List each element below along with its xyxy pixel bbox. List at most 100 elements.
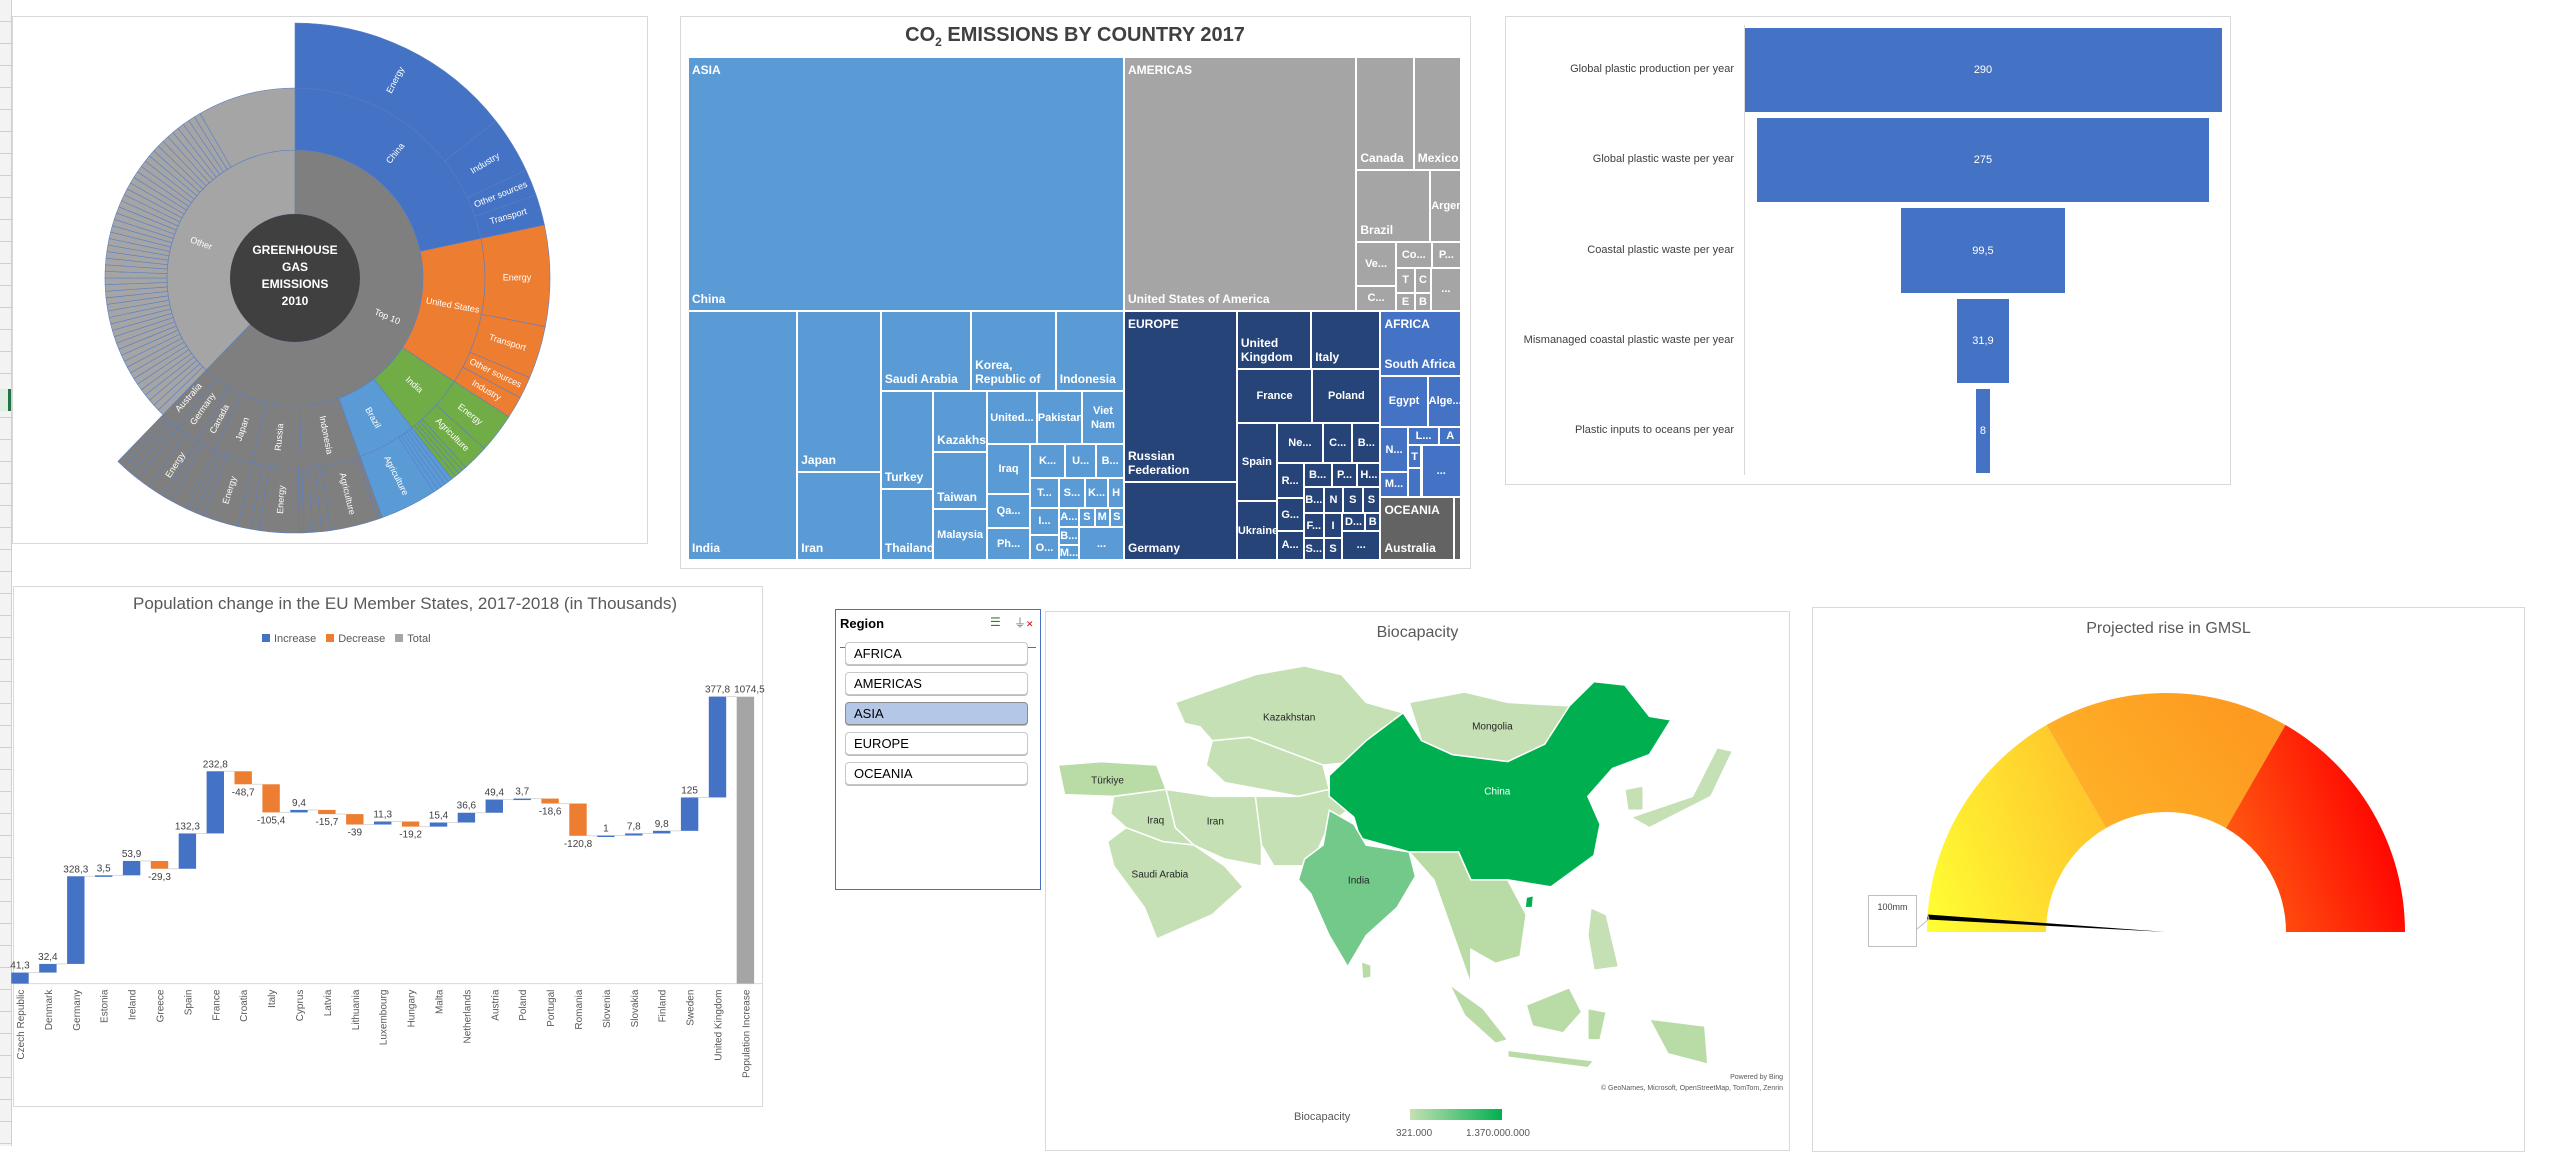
- treemap-cell[interactable]: EUROPE Russian Federation: [1123, 310, 1237, 482]
- treemap-cell[interactable]: OCEANIA Australia: [1380, 496, 1454, 560]
- treemap-cell[interactable]: B...: [1352, 422, 1381, 463]
- funnel-bar[interactable]: 8: [1976, 389, 1990, 473]
- treemap-cell[interactable]: Kazakhstan: [933, 391, 988, 452]
- treemap-cell[interactable]: S: [1324, 538, 1342, 560]
- treemap-cell[interactable]: Indonesia: [1055, 310, 1124, 392]
- waterfall-bar[interactable]: [262, 784, 280, 813]
- treemap-cell[interactable]: Thailand: [880, 489, 934, 560]
- treemap-cell[interactable]: F...: [1303, 513, 1325, 538]
- treemap-cell[interactable]: S: [1362, 486, 1381, 514]
- waterfall-bar[interactable]: [67, 876, 85, 964]
- slicer-item-americas[interactable]: AMERICAS: [845, 672, 1028, 695]
- treemap-cell[interactable]: [1407, 468, 1422, 497]
- waterfall-bar[interactable]: [625, 833, 643, 836]
- funnel-bar[interactable]: 99,5: [1901, 208, 2065, 293]
- map-region-java[interactable]: [1508, 1050, 1594, 1067]
- treemap-cell[interactable]: H...: [1357, 462, 1381, 487]
- map-region-sumatra[interactable]: [1449, 984, 1507, 1043]
- treemap-cell[interactable]: Argentina: [1430, 169, 1461, 243]
- waterfall-bar[interactable]: [178, 833, 197, 869]
- treemap-cell[interactable]: S...: [1303, 538, 1325, 560]
- waterfall-bar[interactable]: [736, 696, 755, 984]
- treemap-cell[interactable]: M...: [1058, 545, 1079, 560]
- treemap-cell[interactable]: B: [1415, 292, 1431, 311]
- treemap-cell[interactable]: O...: [1030, 535, 1059, 560]
- waterfall-bar[interactable]: [206, 771, 224, 834]
- treemap-cell[interactable]: U...: [1065, 443, 1097, 479]
- waterfall-bar[interactable]: [374, 821, 392, 825]
- treemap-cell[interactable]: ...: [1341, 530, 1381, 560]
- treemap-cell[interactable]: T: [1407, 445, 1422, 469]
- treemap-cell[interactable]: ...: [1421, 445, 1461, 497]
- treemap-cell[interactable]: P...: [1331, 462, 1358, 487]
- treemap-cell[interactable]: R...: [1276, 462, 1304, 499]
- treemap-cell[interactable]: Iraq: [987, 443, 1031, 495]
- map-region-sri-lanka[interactable]: [1361, 962, 1371, 979]
- treemap-cell[interactable]: Turkey: [880, 391, 934, 490]
- treemap-cell[interactable]: Korea, Republic of: [971, 310, 1056, 392]
- treemap-cell[interactable]: S...: [1058, 478, 1085, 508]
- treemap-cell[interactable]: B...: [1303, 462, 1332, 487]
- waterfall-bar[interactable]: [569, 803, 587, 836]
- treemap-cell[interactable]: G...: [1276, 498, 1304, 531]
- treemap-cell[interactable]: E: [1395, 292, 1416, 311]
- treemap-cell[interactable]: Ve...: [1356, 242, 1396, 286]
- treemap-cell[interactable]: AMERICAS United States of America: [1123, 57, 1357, 311]
- treemap-cell[interactable]: Ukraine: [1236, 501, 1277, 560]
- treemap-cell[interactable]: M: [1094, 507, 1110, 528]
- biocapacity-map-chart[interactable]: Biocapacity Kazakhstan Mongolia China Türki…: [1045, 611, 1790, 1151]
- waterfall-bar[interactable]: [708, 696, 727, 798]
- funnel-bar[interactable]: 275: [1756, 118, 2210, 202]
- treemap-cell[interactable]: I...: [1030, 507, 1059, 536]
- treemap-cell[interactable]: S: [1343, 486, 1363, 514]
- sector-segment[interactable]: [117, 414, 169, 468]
- treemap-cell[interactable]: N: [1324, 486, 1343, 514]
- treemap-cell[interactable]: India: [688, 310, 798, 560]
- treemap-cell[interactable]: Ph...: [987, 527, 1031, 560]
- waterfall-bar[interactable]: [429, 822, 448, 827]
- treemap-cell[interactable]: I: [1324, 513, 1342, 538]
- treemap-cell[interactable]: B: [1365, 513, 1381, 531]
- row-header-strip[interactable]: [0, 0, 12, 1146]
- treemap-cell[interactable]: S: [1109, 507, 1124, 528]
- funnel-bar[interactable]: 290: [1744, 28, 2222, 112]
- treemap-cell[interactable]: D...: [1341, 513, 1366, 531]
- treemap-cell[interactable]: ...: [1430, 268, 1461, 311]
- treemap-cell[interactable]: B...: [1303, 486, 1325, 514]
- slicer-item-asia[interactable]: ASIA: [845, 702, 1028, 725]
- treemap-cell[interactable]: United Kingdom: [1236, 310, 1312, 370]
- waterfall-bar[interactable]: [485, 799, 503, 813]
- clear-filter-icon[interactable]: ⏚✕: [1014, 616, 1034, 630]
- waterfall-bar[interactable]: [150, 860, 169, 869]
- map-region-borneo[interactable]: [1526, 988, 1581, 1033]
- waterfall-bar[interactable]: [318, 809, 336, 815]
- treemap-cell[interactable]: Co...: [1395, 242, 1432, 268]
- treemap-cell[interactable]: Mexico: [1413, 57, 1461, 170]
- waterfall-bar[interactable]: [346, 814, 364, 825]
- treemap-cell[interactable]: Poland: [1312, 369, 1381, 423]
- treemap-cell[interactable]: [1453, 496, 1461, 560]
- waterfall-bar[interactable]: [513, 798, 531, 801]
- treemap-cell[interactable]: Spain: [1236, 422, 1277, 502]
- treemap-cell[interactable]: Taiwan: [933, 451, 988, 510]
- slicer-item-africa[interactable]: AFRICA: [845, 642, 1028, 665]
- treemap-cell[interactable]: Qa...: [987, 494, 1031, 528]
- treemap-cell[interactable]: Germany: [1123, 481, 1237, 560]
- treemap-cell[interactable]: B...: [1096, 443, 1124, 479]
- slicer-item-europe[interactable]: EUROPE: [845, 732, 1028, 755]
- treemap-cell[interactable]: Alge...: [1427, 375, 1461, 427]
- funnel-bar[interactable]: 31,9: [1956, 299, 2010, 383]
- treemap-cell[interactable]: Ne...: [1276, 422, 1323, 463]
- treemap-cell[interactable]: ASIA China: [688, 57, 1124, 311]
- treemap-cell[interactable]: S: [1078, 507, 1095, 528]
- treemap-cell[interactable]: Iran: [797, 472, 881, 560]
- map-region-sulawesi[interactable]: [1588, 1009, 1606, 1040]
- map-region-india[interactable]: [1298, 810, 1415, 967]
- treemap-cell[interactable]: Pakistan: [1036, 391, 1082, 444]
- treemap-cell[interactable]: K...: [1030, 443, 1065, 479]
- treemap-cell[interactable]: ...: [1078, 527, 1124, 560]
- map-region-southeast-asia[interactable]: [1409, 852, 1526, 984]
- treemap-cell[interactable]: T...: [1030, 478, 1059, 508]
- treemap-cell[interactable]: A: [1439, 427, 1461, 446]
- treemap-cell[interactable]: K...: [1085, 478, 1109, 508]
